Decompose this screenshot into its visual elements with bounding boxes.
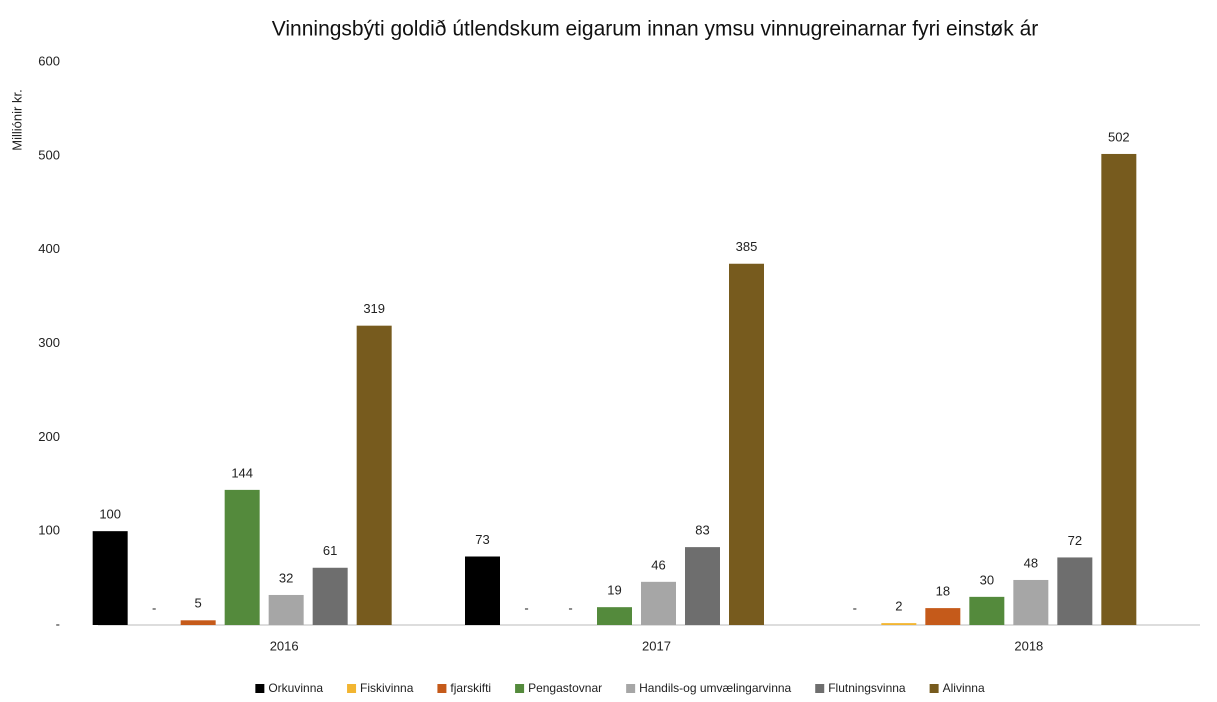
y-tick-label: 200 [38, 429, 60, 444]
data-label: 19 [607, 583, 621, 598]
data-label: 83 [695, 523, 709, 538]
bar [268, 594, 304, 625]
bar [1013, 579, 1049, 625]
y-tick-label: 100 [38, 523, 60, 538]
legend-swatch [929, 684, 939, 693]
legend-label: Flutningsvinna [828, 681, 906, 695]
legend-label: Handils-og umvælingarvinna [639, 681, 791, 695]
y-tick-label: - [56, 616, 60, 631]
y-tick-label: 600 [38, 53, 60, 68]
data-label: 18 [936, 584, 950, 599]
legend-swatch [515, 684, 525, 693]
y-tick-label: 500 [38, 147, 60, 162]
legend-swatch [626, 684, 636, 693]
legend-swatch [347, 684, 357, 693]
bar [597, 607, 632, 625]
legend-swatch [255, 684, 265, 693]
y-axis-label: Milliónir kr. [9, 89, 24, 150]
data-label: 72 [1068, 533, 1082, 548]
bar [465, 556, 500, 625]
data-label: 61 [323, 543, 337, 558]
data-label: - [853, 600, 857, 615]
bar [180, 620, 216, 625]
bar [729, 263, 764, 625]
bar [1101, 153, 1137, 625]
legend-label: Alivinna [943, 681, 985, 695]
data-label: 144 [231, 465, 253, 480]
bar [1057, 557, 1093, 625]
data-label: 385 [736, 239, 758, 254]
data-label: - [568, 600, 572, 615]
data-label: 5 [195, 596, 202, 611]
data-label: 2 [895, 599, 902, 614]
chart-title: Vinningsbýti goldið útlendskum eigarum i… [272, 18, 1039, 41]
legend-swatch [437, 684, 447, 693]
legend-label: Fiskivinna [360, 681, 414, 695]
data-label: 48 [1024, 555, 1038, 570]
data-label: 502 [1108, 129, 1130, 144]
bar [925, 608, 961, 625]
legend-label: fjarskifti [450, 681, 491, 695]
bar [92, 531, 128, 625]
bar [881, 623, 917, 625]
x-tick-label: 2016 [270, 638, 299, 653]
y-tick-label: 300 [38, 335, 60, 350]
bar [969, 596, 1005, 625]
bar [312, 567, 348, 625]
data-label: 100 [99, 507, 121, 522]
legend-swatch [815, 684, 825, 693]
x-tick-label: 2018 [1014, 638, 1043, 653]
x-tick-label: 2017 [642, 638, 671, 653]
data-label: - [524, 600, 528, 615]
legend-label: Pengastovnar [528, 681, 602, 695]
data-label: 73 [475, 532, 489, 547]
data-label: 46 [651, 557, 665, 572]
bar [685, 547, 720, 625]
data-label: 319 [363, 301, 385, 316]
bar [356, 325, 392, 625]
legend-label: Orkuvinna [268, 681, 323, 695]
data-label: - [152, 600, 156, 615]
data-label: 30 [980, 572, 994, 587]
bar [224, 489, 260, 625]
data-label: 32 [279, 570, 293, 585]
y-tick-label: 400 [38, 241, 60, 256]
bar [641, 581, 676, 625]
